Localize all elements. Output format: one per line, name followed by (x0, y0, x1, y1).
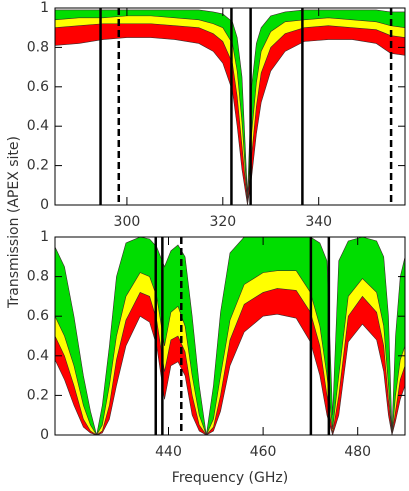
transmission-area (55, 313, 405, 435)
x-tick-label: 440 (155, 444, 182, 460)
y-tick-label: 0 (40, 427, 49, 443)
x-tick-label: 340 (305, 214, 332, 230)
y-tick-label: 1 (40, 229, 49, 245)
y-tick-label: 0.4 (27, 118, 49, 134)
y-tick-label: 1 (40, 0, 49, 16)
x-tick-label: 480 (344, 444, 371, 460)
y-tick-label: 0.8 (27, 269, 49, 285)
y-axis-label: Transmission (APEX site) (6, 136, 22, 309)
transmission-area (55, 37, 405, 205)
y-tick-label: 0.6 (27, 308, 49, 324)
y-tick-label: 0.2 (27, 387, 49, 403)
y-tick-label: 0.8 (27, 39, 49, 55)
y-tick-label: 0.6 (27, 79, 49, 95)
y-tick-label: 0 (40, 197, 49, 213)
plot-frame (54, 7, 406, 206)
y-tick-label: 0.2 (27, 158, 49, 174)
x-tick-label: 300 (114, 214, 141, 230)
x-tick-label: 460 (250, 444, 277, 460)
y-tick-label: 0.4 (27, 348, 49, 364)
plot-frame (54, 236, 406, 436)
x-axis-label: Frequency (GHz) (172, 470, 288, 486)
x-tick-label: 320 (209, 214, 236, 230)
